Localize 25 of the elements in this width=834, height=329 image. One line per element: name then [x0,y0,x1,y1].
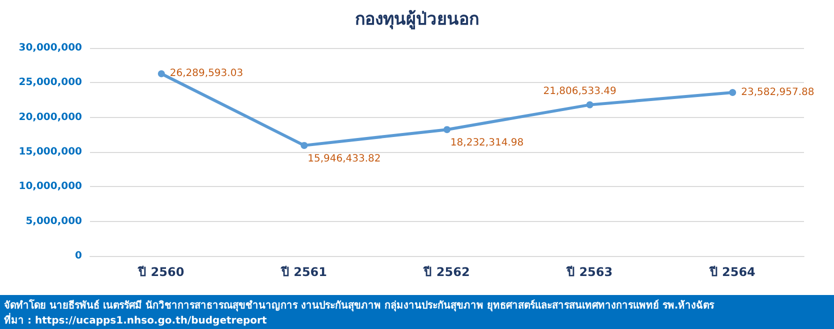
x-tick-label: ปี 2564 [708,265,756,279]
text: จัดทำโดย นายธีรพันธ์ เนตรรัศมี นักวิชาการสาธารณสุขชำนาญการ งานประกันสุขภาพ กลุ่มงานประกันสุขภาพ ยุทธศาสตร์และสารสนเทศทางการแพทย์ รพ.ห้างฉัตร [4,298,716,312]
text: ที่มา : https://ucapps1.nhso.go.th/budgetreport [4,312,267,326]
data-label: 21,806,533.49 [543,86,616,97]
data-label: 18,232,314.98 [450,138,524,149]
point [158,70,165,78]
point [300,142,308,149]
data-label: 15,946,433.82 [308,153,381,164]
y-tick-label: 30,000,000 [18,42,82,54]
point [444,126,450,134]
data-label: 26,289,593.03 [170,68,244,80]
y-tick-label: 20,000,000 [18,112,82,123]
x-tick-label: ปี 2561 [280,265,327,279]
y-tick-label: 5,000,000 [26,216,82,227]
point [586,101,594,108]
y-tick-label: 0 [75,250,82,262]
chart-title: กองทุนผู้ป่วยนอก [355,10,479,30]
y-tick-label: 15,000,000 [18,146,82,158]
data-label: 23,582,957.88 [741,86,814,98]
y-tick-label: 10,000,000 [18,181,82,192]
x-tick-label: ปี 2560 [138,265,184,279]
x-tick-label: ปี 2562 [423,265,470,279]
x-tick-label: ปี 2563 [566,265,613,279]
y-tick-label: 25,000,000 [18,77,82,88]
point [729,88,736,96]
